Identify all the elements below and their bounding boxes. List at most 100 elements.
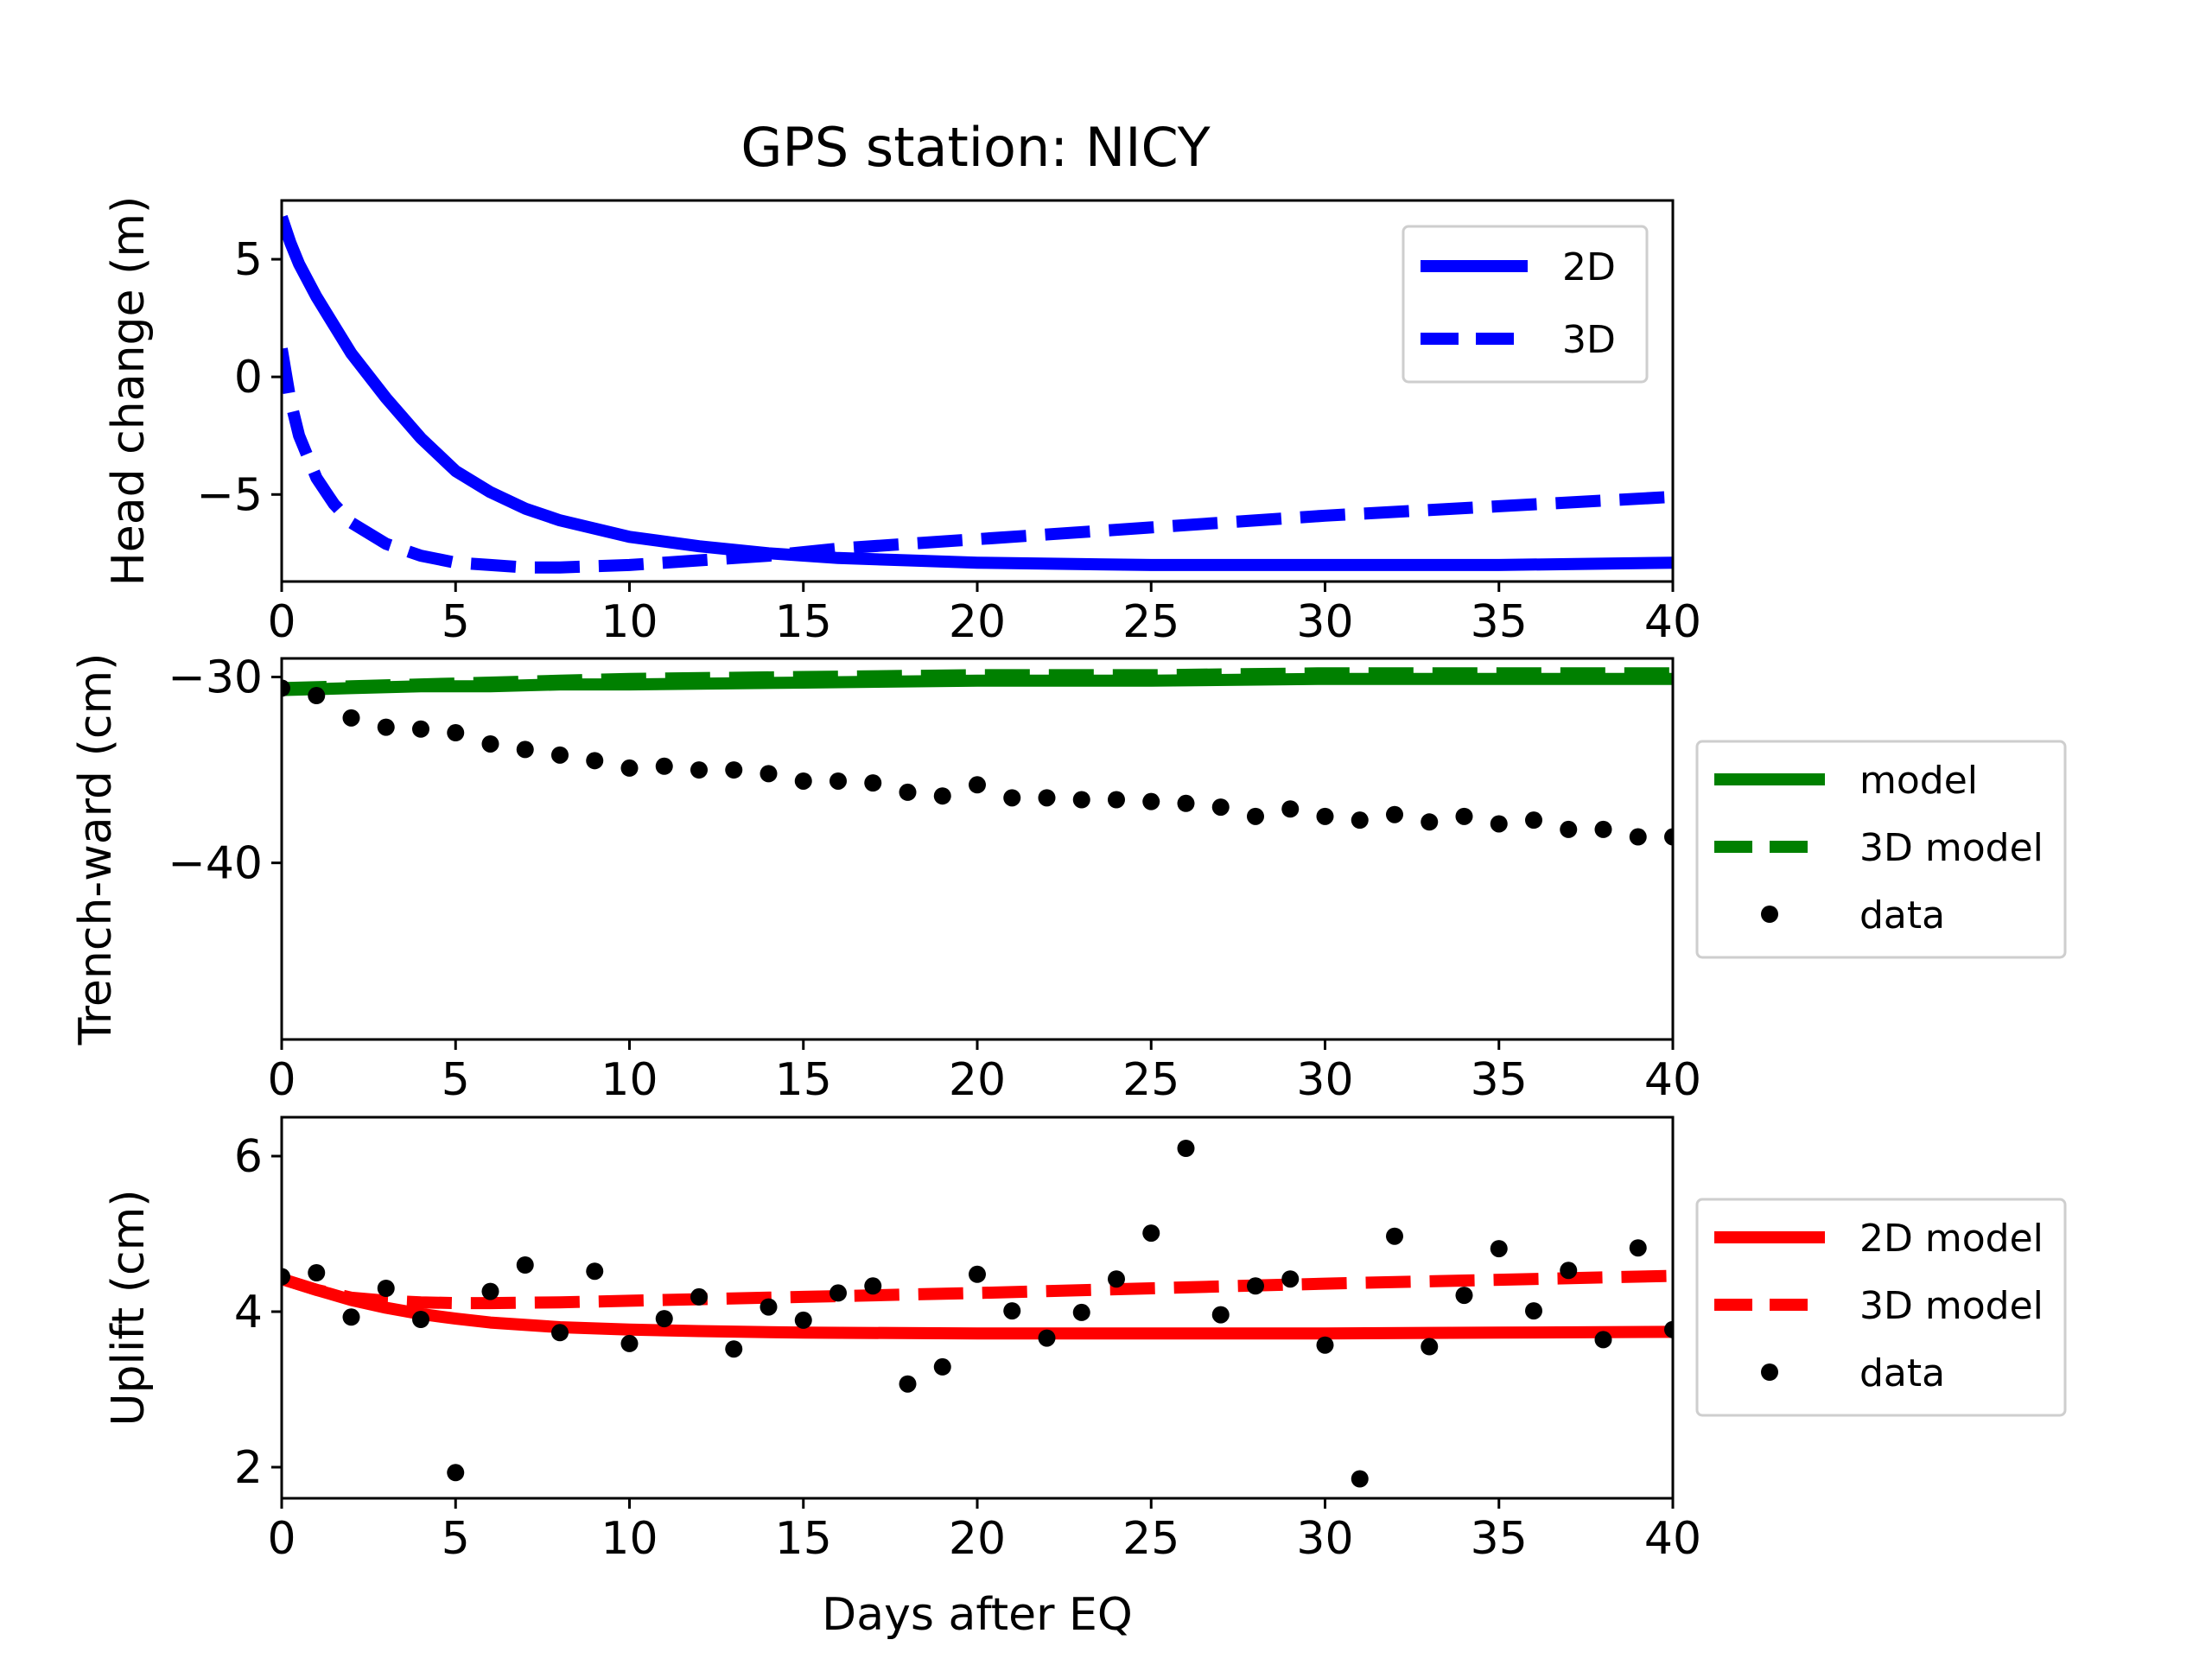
uplift-data-point <box>1594 1331 1612 1349</box>
uplift-data-point <box>969 1265 986 1283</box>
trench-data-point <box>1525 811 1542 830</box>
trench-legend: model 3D model data <box>1695 740 2067 959</box>
uplift-data-point <box>690 1287 708 1306</box>
uplift-y-tick-label: 4 <box>234 1287 263 1338</box>
uplift-plot-area <box>282 1140 1673 1488</box>
head-x-tick-label: 15 <box>775 596 832 648</box>
head-x-tick-label: 0 <box>267 596 296 648</box>
uplift-data-point <box>1211 1306 1230 1324</box>
uplift-data-point <box>933 1357 951 1376</box>
uplift-x-tick-label: 20 <box>949 1513 1006 1565</box>
trench-data-point <box>308 687 326 705</box>
trench-y-axis-label: Trench-ward (cm) <box>70 653 122 1046</box>
head-3d-line <box>282 347 1673 574</box>
trench-data-point <box>447 724 465 742</box>
head-x-tick-label: 40 <box>1644 596 1701 648</box>
trench-data-point <box>933 787 951 805</box>
trench-x-tick-label: 10 <box>601 1054 658 1106</box>
trench-data-point <box>481 734 499 753</box>
trench-x-tick-label: 20 <box>949 1054 1006 1106</box>
uplift-data-point <box>481 1282 499 1300</box>
uplift-3d-model-line <box>282 1269 1673 1310</box>
trench-data-point <box>620 759 639 777</box>
uplift-y-axis-label: Uplift (cm) <box>103 1189 155 1426</box>
trench-data-point <box>1560 820 1578 838</box>
trench-data-points <box>282 679 1673 846</box>
trench-data-point <box>586 752 604 770</box>
uplift-data-point <box>1525 1302 1542 1320</box>
figure-title: GPS station: NICY <box>741 116 1210 179</box>
head-x-tick-label: 25 <box>1122 596 1179 648</box>
uplift-legend-label: 2D model <box>1859 1217 2044 1261</box>
trench-y-tick-label: −30 <box>168 652 263 704</box>
uplift-data-point <box>1038 1329 1056 1347</box>
trench-data-point <box>377 718 395 736</box>
head-legend: 2D 3D <box>1402 225 1649 384</box>
uplift-data-point <box>655 1310 673 1328</box>
head-x-tick-label: 35 <box>1471 596 1528 648</box>
trench-data-point <box>794 772 812 790</box>
trench-x-tick-label: 30 <box>1296 1054 1353 1106</box>
head-y-tick-label: 5 <box>234 234 263 286</box>
trench-data-point <box>1177 794 1195 812</box>
uplift-data-point <box>1664 1320 1673 1338</box>
uplift-data-point <box>586 1262 604 1281</box>
head-2d-line <box>282 214 1673 571</box>
uplift-data-point <box>1108 1270 1125 1288</box>
uplift-x-tick-label: 0 <box>267 1513 296 1565</box>
uplift-x-tick-label: 15 <box>775 1513 832 1565</box>
uplift-data-point <box>412 1311 429 1328</box>
uplift-data-point <box>282 1268 290 1286</box>
uplift-data-point <box>794 1311 812 1329</box>
trench-data-point <box>282 679 290 697</box>
trench-data-point <box>760 765 778 783</box>
uplift-x-tick-label: 25 <box>1122 1513 1179 1565</box>
uplift-x-axis-label: Days after EQ <box>822 1589 1133 1641</box>
trench-legend-label: model <box>1859 759 1978 803</box>
trench-legend-label: 3D model <box>1859 826 2044 870</box>
uplift-data-point <box>447 1464 465 1482</box>
trench-data-point <box>864 774 882 792</box>
uplift-data-point <box>760 1298 778 1316</box>
trench-data-point <box>1421 813 1439 831</box>
trench-data-point <box>1072 791 1090 809</box>
uplift-data-points <box>282 1140 1673 1488</box>
uplift-data-point <box>1142 1224 1160 1243</box>
uplift-data-point <box>1316 1336 1334 1354</box>
head-y-tick-label: 0 <box>234 352 263 404</box>
trench-data-point <box>1316 807 1334 825</box>
trench-x-tick-label: 40 <box>1644 1054 1701 1106</box>
uplift-legend-label: 3D model <box>1859 1284 2044 1328</box>
uplift-legend-label: data <box>1859 1351 1945 1395</box>
trench-data-point <box>1247 807 1264 825</box>
uplift-data-point <box>725 1340 743 1358</box>
trench-x-tick-label: 15 <box>775 1054 832 1106</box>
trench-data-point <box>1108 791 1125 809</box>
trench-data-point <box>969 776 986 794</box>
trench-y-tick-label: −40 <box>168 838 263 890</box>
uplift-legend-marker <box>1761 1363 1778 1381</box>
uplift-data-point <box>1455 1287 1473 1305</box>
uplift-data-point <box>1421 1338 1439 1356</box>
head-x-tick-label: 5 <box>442 596 470 648</box>
uplift-legend-box <box>1695 1198 2067 1417</box>
uplift-x-tick-label: 5 <box>442 1513 470 1565</box>
uplift-x-tick-label: 35 <box>1471 1513 1528 1565</box>
trench-model-line <box>282 672 1673 696</box>
uplift-y-tick-label: 6 <box>234 1131 263 1183</box>
trench-data-point <box>342 709 360 727</box>
trench-ward-panel: 0 5 10 15 20 25 30 35 40 −30 −40 Trench-ward (cm) mo… <box>70 652 2067 1106</box>
trench-data-point <box>1386 805 1403 823</box>
uplift-data-point <box>308 1264 326 1281</box>
uplift-data-point <box>1351 1470 1369 1488</box>
head-legend-label: 3D <box>1562 318 1616 362</box>
head-change-panel: 0 5 10 15 20 25 30 35 40 −5 0 5 Head change (m) 2D 3D <box>103 196 1701 648</box>
uplift-y-tick-label: 2 <box>234 1442 263 1494</box>
uplift-data-point <box>1177 1140 1195 1157</box>
trench-data-point <box>1281 800 1300 818</box>
uplift-data-point <box>864 1277 882 1295</box>
uplift-data-point <box>377 1280 395 1297</box>
head-legend-label: 2D <box>1562 245 1616 289</box>
trench-data-point <box>1629 828 1647 846</box>
